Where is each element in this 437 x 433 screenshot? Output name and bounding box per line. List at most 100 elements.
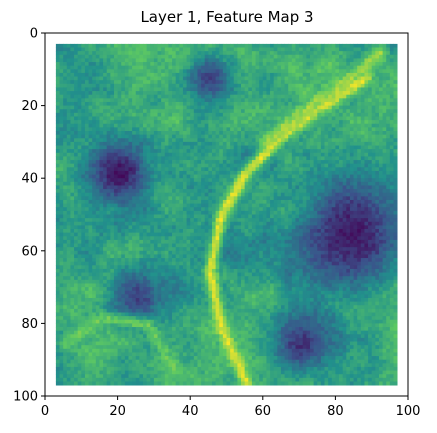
heatmap-cell xyxy=(153,178,158,183)
heatmap-cell xyxy=(244,203,249,208)
heatmap-cell xyxy=(349,218,354,223)
heatmap-cell xyxy=(77,192,82,197)
heatmap-cell xyxy=(255,134,260,139)
heatmap-cell xyxy=(280,221,285,226)
heatmap-cell xyxy=(328,178,333,183)
heatmap-cell xyxy=(375,120,380,125)
heatmap-cell xyxy=(328,160,333,165)
heatmap-cell xyxy=(317,94,322,99)
heatmap-cell xyxy=(146,214,151,219)
heatmap-cell xyxy=(357,127,362,132)
heatmap-cell xyxy=(70,203,75,208)
heatmap-cell xyxy=(251,160,256,165)
heatmap-cell xyxy=(172,54,177,59)
heatmap-cell xyxy=(368,141,373,146)
heatmap-cell xyxy=(324,214,329,219)
heatmap-cell xyxy=(328,210,333,215)
heatmap-cell xyxy=(172,185,177,190)
heatmap-cell xyxy=(92,145,97,150)
heatmap-cell xyxy=(360,134,365,139)
heatmap-cell xyxy=(346,156,351,161)
heatmap-cell xyxy=(132,221,137,226)
heatmap-cell xyxy=(328,192,333,197)
heatmap-cell xyxy=(320,152,325,157)
heatmap-cell xyxy=(193,170,198,175)
heatmap-cell xyxy=(313,138,318,143)
heatmap-cell xyxy=(277,123,282,128)
heatmap-cell xyxy=(360,185,365,190)
heatmap-cell xyxy=(92,203,97,208)
heatmap-cell xyxy=(335,232,340,237)
heatmap-cell xyxy=(389,192,394,197)
heatmap-cell xyxy=(299,127,304,132)
heatmap-cell xyxy=(99,214,104,219)
heatmap-cell xyxy=(135,72,140,77)
heatmap-cell xyxy=(364,218,369,223)
heatmap-cell xyxy=(273,131,278,136)
heatmap-cell xyxy=(291,149,296,154)
heatmap-cell xyxy=(230,58,235,63)
heatmap-cell xyxy=(255,116,260,121)
heatmap-cell xyxy=(190,156,195,161)
heatmap-cell xyxy=(74,236,79,241)
heatmap-cell xyxy=(371,152,376,157)
heatmap-cell xyxy=(375,145,380,150)
heatmap-cell xyxy=(382,101,387,106)
heatmap-cell xyxy=(222,105,227,110)
heatmap-cell xyxy=(233,43,238,48)
heatmap-cell xyxy=(153,203,158,208)
heatmap-cell xyxy=(128,174,133,179)
heatmap-cell xyxy=(280,149,285,154)
heatmap-cell xyxy=(386,101,391,106)
heatmap-cell xyxy=(241,185,246,190)
heatmap-cell xyxy=(266,192,271,197)
heatmap-cell xyxy=(259,105,264,110)
heatmap-cell xyxy=(77,51,82,56)
heatmap-cell xyxy=(146,109,151,114)
heatmap-cell xyxy=(59,72,64,77)
heatmap-cell xyxy=(342,51,347,56)
heatmap-cell xyxy=(77,98,82,103)
heatmap-cell xyxy=(284,58,289,63)
heatmap-cell xyxy=(280,54,285,59)
heatmap-cell xyxy=(161,83,166,88)
heatmap-cell xyxy=(132,210,137,215)
heatmap-cell xyxy=(66,43,71,48)
heatmap-cell xyxy=(106,181,111,186)
heatmap-cell xyxy=(277,51,282,56)
heatmap-cell xyxy=(222,58,227,63)
heatmap-cell xyxy=(299,116,304,121)
heatmap-cell xyxy=(143,229,148,234)
heatmap-cell xyxy=(63,167,68,172)
heatmap-cell xyxy=(113,109,118,114)
heatmap-cell xyxy=(331,87,336,92)
heatmap-cell xyxy=(117,123,122,128)
heatmap-cell xyxy=(382,199,387,205)
heatmap-cell xyxy=(204,174,209,179)
heatmap-cell xyxy=(270,203,275,208)
heatmap-cell xyxy=(88,98,93,103)
heatmap-cell xyxy=(204,94,209,99)
heatmap-cell xyxy=(99,43,104,48)
heatmap-cell xyxy=(84,141,89,146)
heatmap-cell xyxy=(299,69,304,74)
heatmap-cell xyxy=(291,203,296,208)
heatmap-cell xyxy=(95,54,100,59)
heatmap-cell xyxy=(295,229,300,234)
heatmap-cell xyxy=(241,160,246,165)
heatmap-cell xyxy=(211,134,217,139)
heatmap-cell xyxy=(81,236,86,241)
heatmap-cell xyxy=(378,218,383,223)
heatmap-cell xyxy=(309,225,315,230)
heatmap-cell xyxy=(241,76,246,81)
heatmap-cell xyxy=(389,51,394,56)
heatmap-cell xyxy=(364,131,369,136)
heatmap-cell xyxy=(244,170,249,175)
heatmap-cell xyxy=(172,141,177,146)
heatmap-cell xyxy=(103,229,108,234)
heatmap-cell xyxy=(266,229,271,234)
heatmap-cell xyxy=(219,149,224,154)
heatmap-cell xyxy=(248,43,253,48)
heatmap-cell xyxy=(106,72,111,77)
heatmap-cell xyxy=(251,163,256,168)
